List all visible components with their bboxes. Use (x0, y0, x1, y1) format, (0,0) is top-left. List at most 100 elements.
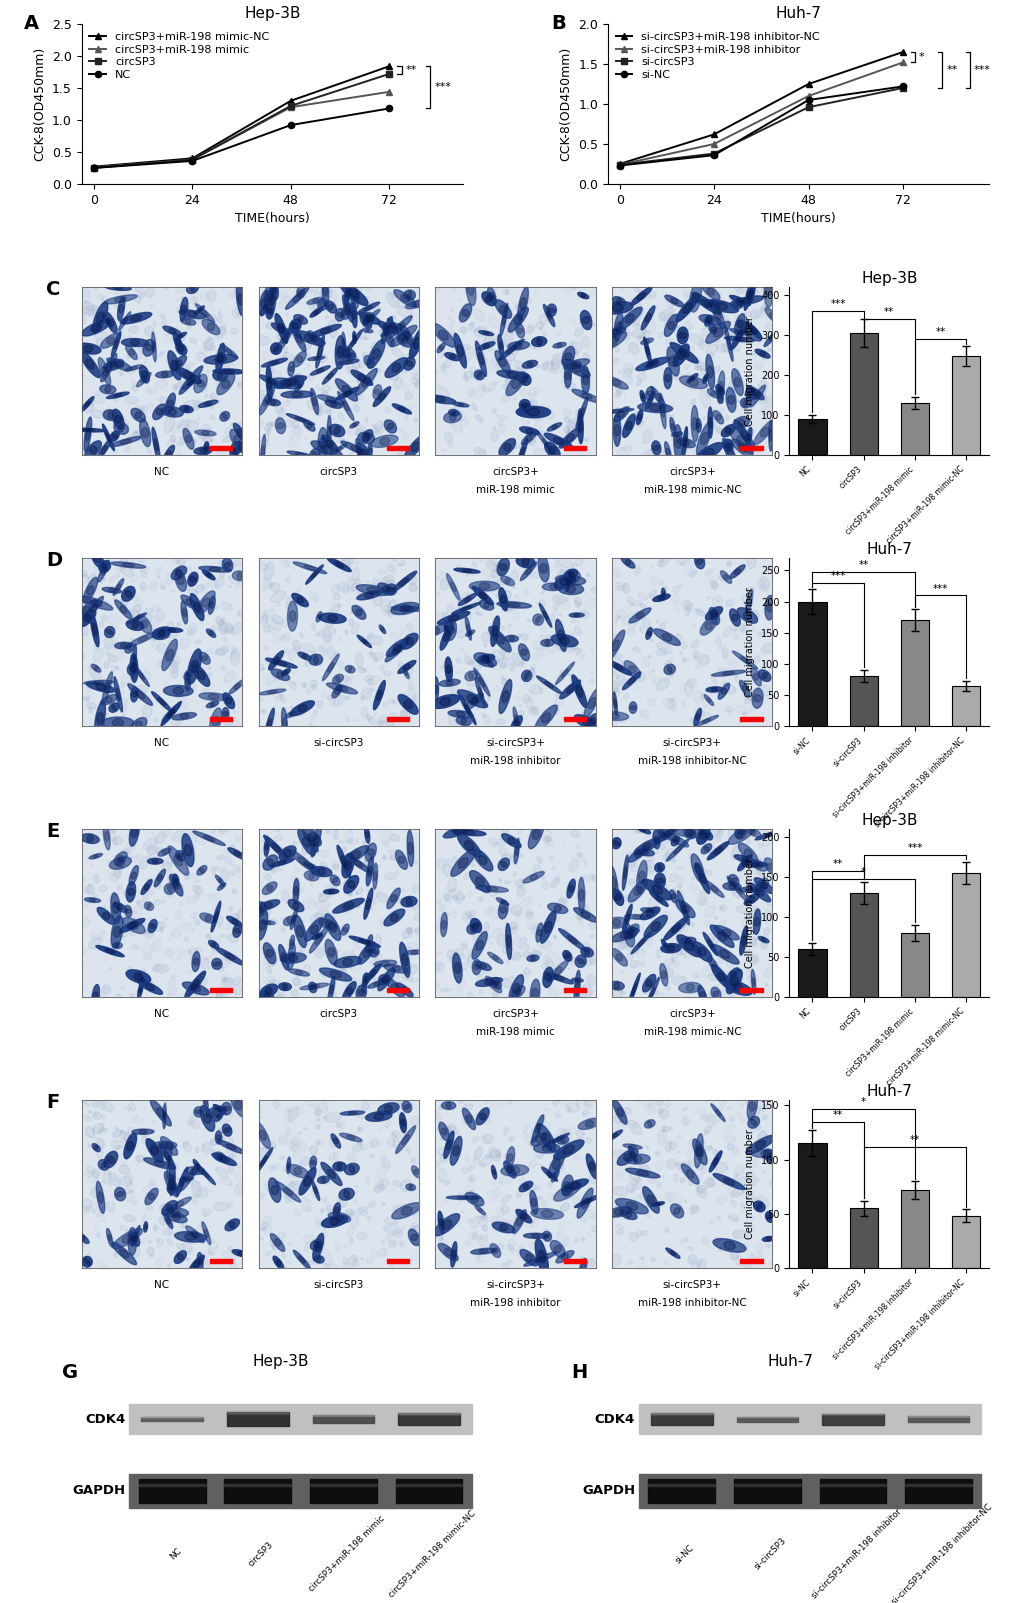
Ellipse shape (184, 1233, 196, 1241)
Ellipse shape (270, 279, 278, 300)
Ellipse shape (161, 585, 164, 588)
Ellipse shape (261, 446, 264, 457)
Ellipse shape (531, 337, 546, 346)
Ellipse shape (529, 399, 537, 406)
Ellipse shape (542, 1231, 551, 1241)
Title: Hep-3B: Hep-3B (252, 1353, 309, 1369)
Ellipse shape (411, 585, 417, 592)
Ellipse shape (539, 603, 551, 627)
Ellipse shape (479, 583, 489, 590)
Ellipse shape (734, 978, 741, 989)
Ellipse shape (355, 579, 360, 583)
Ellipse shape (733, 1218, 738, 1221)
Ellipse shape (450, 850, 475, 877)
Ellipse shape (750, 313, 756, 319)
Ellipse shape (107, 561, 113, 567)
Ellipse shape (152, 1148, 154, 1153)
Ellipse shape (645, 978, 658, 1008)
Ellipse shape (185, 1258, 190, 1262)
Ellipse shape (96, 1138, 103, 1148)
Ellipse shape (631, 931, 651, 954)
Ellipse shape (437, 343, 444, 353)
Ellipse shape (558, 583, 583, 595)
Ellipse shape (615, 1202, 623, 1209)
Ellipse shape (363, 840, 369, 846)
Ellipse shape (284, 1111, 292, 1124)
Ellipse shape (129, 667, 136, 672)
Ellipse shape (193, 1159, 203, 1175)
Ellipse shape (293, 1167, 302, 1175)
Ellipse shape (83, 341, 85, 345)
Ellipse shape (462, 944, 467, 949)
Ellipse shape (438, 1244, 458, 1262)
Ellipse shape (764, 984, 767, 986)
Ellipse shape (333, 1202, 340, 1217)
Ellipse shape (354, 1199, 357, 1202)
Ellipse shape (281, 407, 284, 410)
Ellipse shape (697, 373, 705, 382)
Ellipse shape (745, 604, 751, 612)
Ellipse shape (382, 840, 388, 846)
Ellipse shape (139, 1130, 147, 1133)
Ellipse shape (83, 430, 94, 431)
Ellipse shape (682, 600, 691, 611)
Bar (736, 1417, 798, 1422)
Ellipse shape (749, 601, 752, 604)
Ellipse shape (693, 652, 698, 660)
Ellipse shape (290, 707, 293, 709)
Ellipse shape (390, 603, 419, 614)
Ellipse shape (650, 386, 665, 409)
Ellipse shape (289, 620, 294, 625)
Ellipse shape (445, 665, 450, 673)
Ellipse shape (109, 686, 116, 694)
Ellipse shape (481, 292, 495, 306)
Ellipse shape (264, 902, 272, 907)
Text: *: * (860, 1096, 865, 1108)
Ellipse shape (699, 899, 707, 906)
Ellipse shape (513, 872, 516, 875)
Ellipse shape (93, 624, 97, 635)
Ellipse shape (763, 968, 772, 978)
Ellipse shape (471, 1196, 478, 1202)
Ellipse shape (152, 630, 169, 640)
Ellipse shape (388, 856, 391, 859)
Ellipse shape (751, 978, 754, 986)
Ellipse shape (524, 1133, 539, 1143)
Ellipse shape (458, 593, 476, 606)
Ellipse shape (333, 652, 338, 656)
Ellipse shape (259, 1223, 268, 1231)
Text: ***: *** (829, 300, 845, 309)
Text: miR-198 inhibitor-NC: miR-198 inhibitor-NC (638, 1298, 746, 1308)
Ellipse shape (637, 1263, 644, 1271)
Ellipse shape (216, 343, 224, 372)
Ellipse shape (110, 1207, 114, 1212)
Ellipse shape (483, 656, 493, 667)
Ellipse shape (215, 333, 222, 340)
Ellipse shape (484, 979, 493, 984)
Ellipse shape (713, 316, 722, 327)
Ellipse shape (436, 1127, 440, 1132)
Ellipse shape (111, 332, 120, 357)
Ellipse shape (728, 875, 738, 886)
Ellipse shape (104, 314, 110, 321)
Ellipse shape (223, 345, 228, 353)
Ellipse shape (570, 633, 574, 636)
Ellipse shape (709, 316, 713, 321)
Ellipse shape (542, 362, 548, 369)
Ellipse shape (306, 354, 309, 357)
Ellipse shape (203, 1114, 211, 1124)
Ellipse shape (205, 648, 214, 654)
Ellipse shape (629, 1167, 631, 1169)
Ellipse shape (515, 880, 523, 888)
Ellipse shape (227, 292, 236, 298)
Ellipse shape (370, 957, 378, 965)
Ellipse shape (750, 1194, 755, 1201)
Ellipse shape (584, 1095, 593, 1108)
Ellipse shape (530, 875, 537, 880)
Ellipse shape (571, 436, 574, 438)
Ellipse shape (111, 1140, 123, 1149)
Ellipse shape (505, 289, 508, 295)
Ellipse shape (475, 877, 484, 886)
Ellipse shape (224, 952, 235, 960)
Ellipse shape (143, 704, 152, 718)
